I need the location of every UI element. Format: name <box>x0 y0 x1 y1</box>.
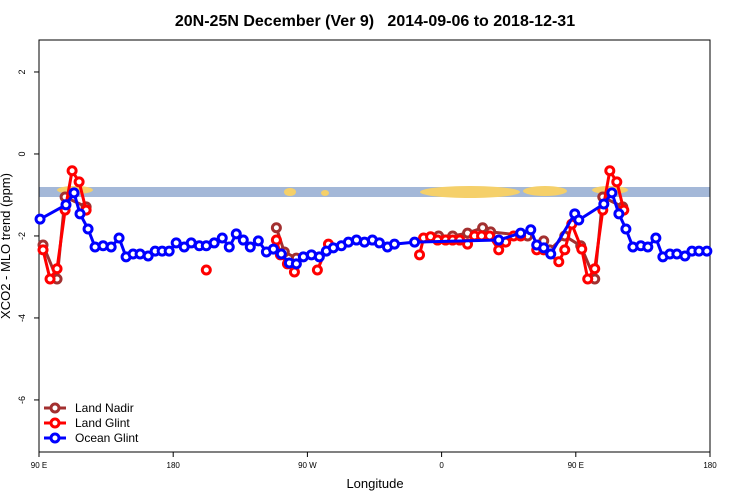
y-tick-label: 0 <box>17 151 27 156</box>
x-tick-label: 90 E <box>31 461 47 470</box>
data-point <box>230 228 242 240</box>
data-point <box>82 223 94 235</box>
legend-marker <box>49 417 61 429</box>
data-point <box>267 243 279 255</box>
y-tick-label: 2 <box>17 69 27 74</box>
data-point <box>311 264 323 276</box>
x-tick-label: 0 <box>439 461 444 470</box>
x-axis-label: Longitude <box>346 476 403 491</box>
data-point <box>170 237 182 249</box>
series-line <box>41 195 624 281</box>
data-point <box>270 234 282 246</box>
data-point <box>650 232 662 244</box>
legend-marker <box>49 432 61 444</box>
data-point <box>613 208 625 220</box>
data-point <box>414 249 426 261</box>
data-point <box>73 176 85 188</box>
plot-frame <box>38 39 711 453</box>
data-point <box>606 187 618 199</box>
x-tick-label: 180 <box>167 461 181 470</box>
data-point <box>60 199 72 211</box>
data-point <box>604 165 616 177</box>
data-point <box>37 244 49 256</box>
y-tick-label: -6 <box>17 396 27 404</box>
data-point <box>270 222 282 234</box>
data-point <box>74 208 86 220</box>
x-tick-label: 90 W <box>298 461 317 470</box>
data-point <box>559 244 571 256</box>
legend-marker <box>49 402 61 414</box>
data-point <box>34 213 46 225</box>
data-point <box>493 244 505 256</box>
y-axis-label: XCO2 - MLO trend (ppm) <box>0 173 13 319</box>
data-point <box>208 237 220 249</box>
data-point <box>51 263 63 275</box>
data-point <box>525 224 537 236</box>
data-point <box>582 273 594 285</box>
x-tick-label: 90 E <box>568 461 584 470</box>
data-point <box>388 238 400 250</box>
data-point <box>598 198 610 210</box>
data-point <box>701 245 713 257</box>
data-point <box>44 273 56 285</box>
data-point <box>611 176 623 188</box>
legend-label: Land Glint <box>75 416 130 430</box>
data-point <box>113 232 125 244</box>
chart-title: 20N-25N December (Ver 9) 2014-09-06 to 2… <box>175 13 575 30</box>
data-point <box>105 241 117 253</box>
data-point <box>313 251 325 263</box>
y-tick-label: -2 <box>17 232 27 240</box>
data-point <box>244 241 256 253</box>
legend-label: Ocean Glint <box>75 431 139 445</box>
x-tick-label: 180 <box>703 461 717 470</box>
data-point <box>66 165 78 177</box>
data-point <box>620 223 632 235</box>
data-point <box>573 214 585 226</box>
y-tick-label: -4 <box>17 314 27 322</box>
data-point <box>163 245 175 257</box>
data-point <box>515 227 527 239</box>
data-point <box>545 248 557 260</box>
data-point <box>493 234 505 246</box>
data-point <box>409 236 421 248</box>
data-point <box>538 242 550 254</box>
data-point <box>576 243 588 255</box>
data-point <box>290 258 302 270</box>
data-point <box>373 237 385 249</box>
data-point <box>679 250 691 262</box>
data-point <box>642 241 654 253</box>
data-point <box>223 241 235 253</box>
legend-label: Land Nadir <box>75 401 134 415</box>
data-point <box>589 263 601 275</box>
data-point <box>252 235 264 247</box>
data-point <box>200 264 212 276</box>
data-point <box>275 248 287 260</box>
data-point <box>68 187 80 199</box>
data-point <box>553 256 565 268</box>
data-point <box>142 250 154 262</box>
data-point <box>237 234 249 246</box>
data-point <box>216 232 228 244</box>
